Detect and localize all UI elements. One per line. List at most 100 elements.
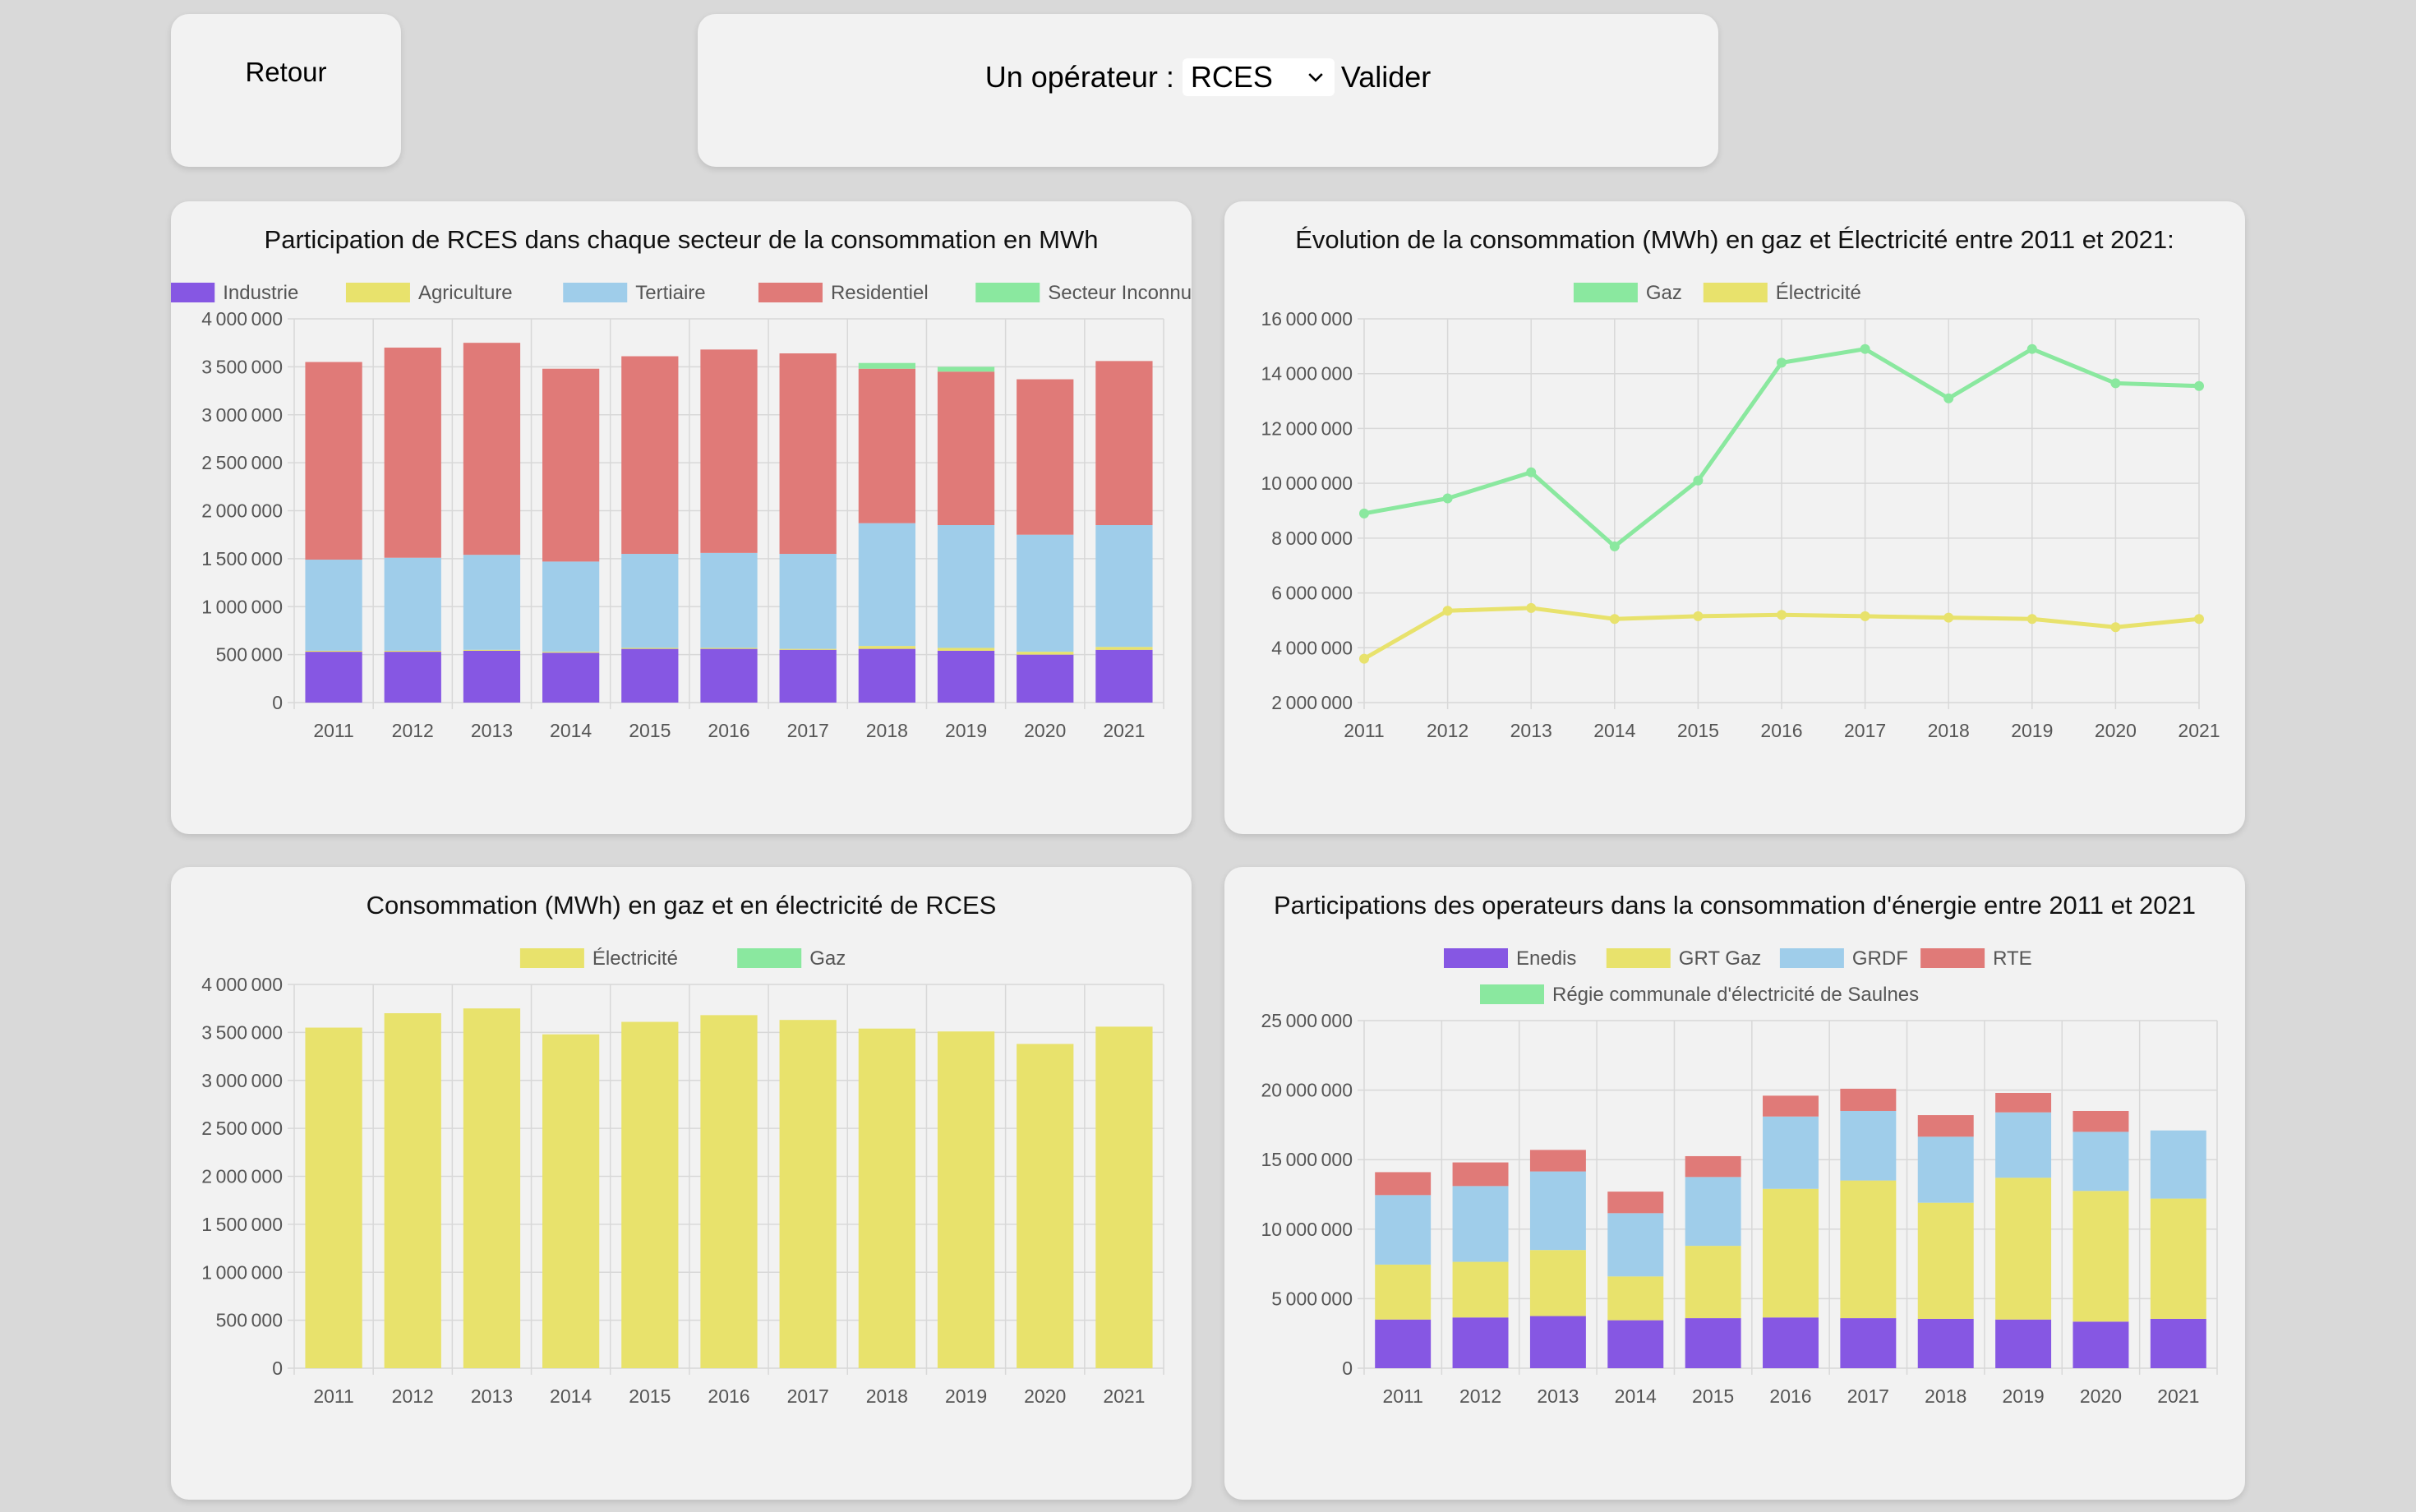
- bar[interactable]: [1095, 647, 1153, 650]
- data-point[interactable]: [1860, 343, 1870, 354]
- data-point[interactable]: [2110, 622, 2121, 633]
- bar[interactable]: [305, 1027, 362, 1368]
- bar[interactable]: [858, 368, 915, 523]
- bar[interactable]: [1995, 1092, 2052, 1113]
- bar[interactable]: [1017, 652, 1074, 655]
- bar[interactable]: [858, 1028, 915, 1368]
- bar[interactable]: [937, 371, 995, 526]
- bar[interactable]: [1375, 1195, 1432, 1265]
- bar[interactable]: [779, 554, 837, 649]
- legend-item[interactable]: Gaz: [1573, 282, 1682, 304]
- bar[interactable]: [621, 1021, 679, 1368]
- bar[interactable]: [779, 648, 837, 650]
- bar[interactable]: [384, 557, 441, 651]
- bar[interactable]: [1095, 1026, 1153, 1368]
- bar[interactable]: [937, 366, 995, 372]
- bar[interactable]: [1017, 534, 1074, 652]
- data-point[interactable]: [2026, 343, 2037, 354]
- bar[interactable]: [1917, 1202, 1974, 1319]
- bar[interactable]: [779, 353, 837, 555]
- bar[interactable]: [305, 362, 362, 560]
- bar[interactable]: [305, 650, 362, 652]
- data-point[interactable]: [1693, 475, 1704, 486]
- bar[interactable]: [2073, 1321, 2129, 1368]
- bar[interactable]: [1917, 1318, 1974, 1368]
- bar[interactable]: [542, 1034, 600, 1368]
- bar[interactable]: [1840, 1180, 1897, 1319]
- bar[interactable]: [621, 648, 679, 703]
- bar[interactable]: [1685, 1318, 1741, 1368]
- bar[interactable]: [1763, 1188, 1819, 1318]
- bar[interactable]: [463, 649, 521, 651]
- legend-item[interactable]: RTE: [1920, 947, 2032, 970]
- bar[interactable]: [779, 1020, 837, 1368]
- bar[interactable]: [937, 648, 995, 651]
- bar[interactable]: [2073, 1132, 2129, 1192]
- data-point[interactable]: [1943, 612, 1954, 623]
- legend-item[interactable]: Agriculture: [345, 282, 513, 304]
- data-point[interactable]: [2110, 378, 2121, 389]
- bar[interactable]: [1995, 1178, 2052, 1320]
- bar[interactable]: [1607, 1192, 1664, 1214]
- data-point[interactable]: [2026, 614, 2037, 625]
- data-point[interactable]: [1860, 611, 1870, 621]
- data-point[interactable]: [2194, 614, 2204, 625]
- bar[interactable]: [1375, 1264, 1432, 1320]
- bar[interactable]: [463, 650, 521, 703]
- data-point[interactable]: [1777, 610, 1787, 620]
- bar[interactable]: [621, 554, 679, 648]
- legend-item[interactable]: Électricité: [519, 947, 678, 970]
- bar[interactable]: [937, 1031, 995, 1368]
- data-point[interactable]: [1359, 653, 1369, 664]
- bar[interactable]: [1917, 1136, 1974, 1203]
- bar[interactable]: [1995, 1319, 2052, 1368]
- bar[interactable]: [1529, 1250, 1586, 1316]
- operator-select[interactable]: RCES: [1182, 58, 1335, 96]
- data-point[interactable]: [1777, 357, 1787, 368]
- bar[interactable]: [1763, 1116, 1819, 1189]
- data-point[interactable]: [1609, 541, 1620, 551]
- legend-item[interactable]: Gaz: [737, 947, 846, 970]
- bar[interactable]: [1607, 1320, 1664, 1368]
- data-point[interactable]: [1943, 393, 1954, 403]
- legend-item[interactable]: Tertiaire: [563, 282, 706, 304]
- legend-item[interactable]: Régie communale d'électricité de Saulnes: [1480, 984, 1919, 1006]
- legend-item[interactable]: Enedis: [1444, 947, 1576, 970]
- bar[interactable]: [1452, 1162, 1509, 1187]
- bar[interactable]: [2073, 1110, 2129, 1132]
- bar[interactable]: [2150, 1198, 2206, 1319]
- bar[interactable]: [1995, 1112, 2052, 1178]
- bar[interactable]: [1529, 1150, 1586, 1172]
- bar[interactable]: [1452, 1186, 1509, 1262]
- bar[interactable]: [1095, 525, 1153, 648]
- bar[interactable]: [463, 343, 521, 555]
- bar[interactable]: [305, 652, 362, 703]
- bar[interactable]: [463, 1008, 521, 1368]
- bar[interactable]: [700, 1015, 758, 1368]
- bar[interactable]: [937, 650, 995, 703]
- submit-button[interactable]: Valider: [1340, 60, 1432, 94]
- bar[interactable]: [1095, 649, 1153, 703]
- bar[interactable]: [1917, 1115, 1974, 1137]
- data-point[interactable]: [1442, 606, 1453, 616]
- bar[interactable]: [1607, 1213, 1664, 1277]
- bar[interactable]: [1685, 1177, 1741, 1247]
- bar[interactable]: [2150, 1130, 2206, 1199]
- bar[interactable]: [858, 362, 915, 369]
- bar[interactable]: [1375, 1172, 1432, 1196]
- bar[interactable]: [1840, 1318, 1897, 1368]
- bar[interactable]: [1452, 1261, 1509, 1318]
- bar[interactable]: [1685, 1155, 1741, 1178]
- bar[interactable]: [305, 560, 362, 651]
- bar[interactable]: [700, 648, 758, 703]
- data-point[interactable]: [1526, 467, 1537, 477]
- bar[interactable]: [1017, 654, 1074, 703]
- bar[interactable]: [937, 525, 995, 648]
- bar[interactable]: [858, 648, 915, 703]
- bar[interactable]: [384, 650, 441, 652]
- legend-item[interactable]: GRT Gaz: [1606, 947, 1761, 970]
- data-point[interactable]: [2194, 380, 2204, 391]
- bar[interactable]: [1607, 1276, 1664, 1321]
- data-point[interactable]: [1442, 493, 1453, 504]
- bar[interactable]: [1685, 1246, 1741, 1319]
